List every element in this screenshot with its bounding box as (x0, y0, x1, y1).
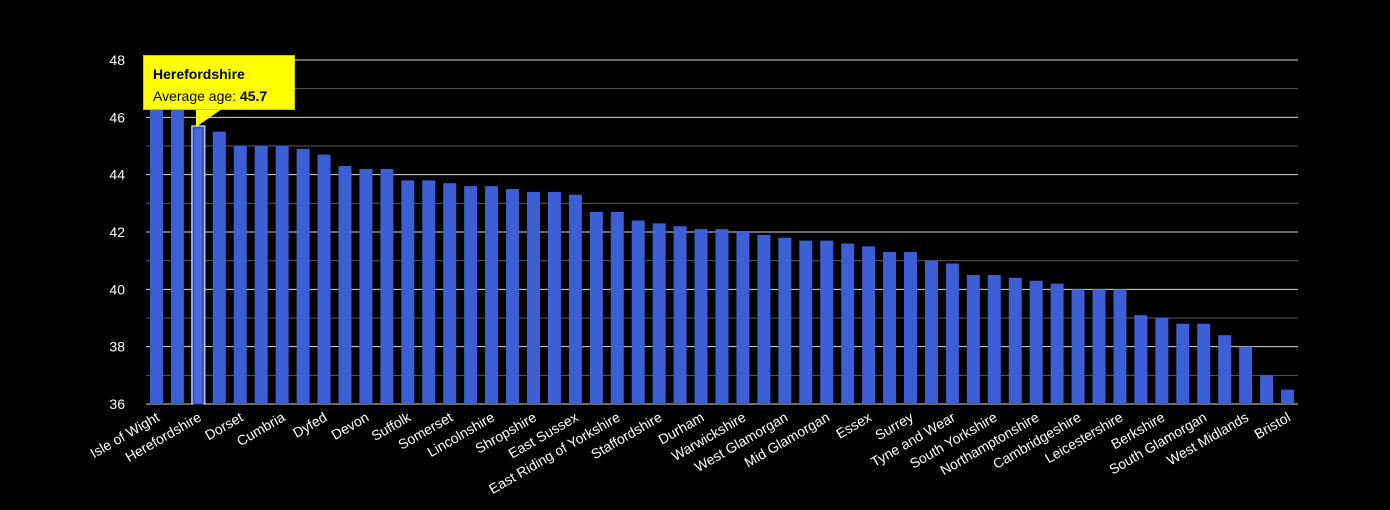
bar[interactable] (401, 180, 415, 404)
y-tick-label: 46 (109, 109, 125, 125)
bar[interactable] (1050, 283, 1064, 404)
bar[interactable] (1155, 318, 1169, 404)
bar[interactable] (254, 146, 268, 404)
y-tick-label: 36 (109, 396, 125, 412)
bar[interactable] (841, 243, 855, 404)
bar[interactable] (485, 186, 499, 404)
bar[interactable] (568, 194, 582, 404)
tooltip: Herefordshire Average age: 45.7 (143, 55, 295, 110)
bar[interactable] (275, 146, 289, 404)
bar[interactable] (862, 246, 876, 404)
bar[interactable] (1092, 289, 1106, 404)
bar[interactable] (652, 223, 666, 404)
bar[interactable] (694, 229, 708, 404)
bar[interactable] (1134, 315, 1148, 404)
y-tick-label: 48 (109, 52, 125, 68)
bar[interactable] (1239, 346, 1253, 404)
x-tick-label: Cumbria (234, 409, 288, 449)
bar[interactable] (966, 275, 980, 404)
bar[interactable] (526, 191, 540, 404)
bar[interactable] (547, 191, 561, 404)
x-tick-label: Bristol (1251, 409, 1293, 442)
bar[interactable] (380, 168, 394, 404)
bar[interactable] (359, 168, 373, 404)
bar[interactable] (778, 237, 792, 404)
bar[interactable] (1176, 323, 1190, 404)
bar[interactable] (170, 108, 184, 404)
y-tick-label: 40 (109, 281, 125, 297)
bar[interactable] (715, 229, 729, 404)
tooltip-title: Herefordshire (153, 66, 245, 82)
tooltip-label: Average age: (153, 88, 240, 104)
bar[interactable] (1281, 389, 1295, 404)
bar[interactable] (987, 275, 1001, 404)
x-tick-label: Dyfed (290, 409, 330, 441)
y-tick-label: 38 (109, 339, 125, 355)
bar[interactable] (673, 226, 687, 404)
bar[interactable] (443, 183, 457, 404)
bar[interactable] (736, 232, 750, 404)
bar[interactable] (149, 108, 163, 404)
bar[interactable] (1029, 280, 1043, 404)
bar[interactable] (945, 263, 959, 404)
bar[interactable] (924, 260, 938, 404)
y-tick-label: 44 (109, 167, 125, 183)
bars (149, 108, 1295, 405)
bar[interactable] (1113, 289, 1127, 404)
bar[interactable] (757, 234, 771, 404)
bar[interactable] (799, 240, 813, 404)
tooltip-pointer (196, 109, 222, 127)
bar[interactable] (820, 240, 834, 404)
bar[interactable] (212, 131, 226, 404)
bar[interactable] (904, 252, 918, 404)
bar[interactable] (506, 189, 520, 404)
x-tick-label: Essex (833, 409, 874, 442)
bar[interactable] (610, 211, 624, 404)
bar[interactable] (883, 252, 897, 404)
tooltip-value: 45.7 (239, 88, 268, 104)
y-axis-ticks: 36 38 40 42 44 46 48 (109, 52, 125, 412)
bar[interactable] (589, 211, 603, 404)
bar[interactable] (1218, 335, 1232, 404)
tooltip-body: Average age: 45.7 (153, 85, 285, 107)
y-tick-label: 42 (109, 224, 125, 240)
bar[interactable] (338, 166, 352, 404)
bar[interactable] (1008, 277, 1022, 404)
bar[interactable] (233, 146, 247, 404)
bar[interactable] (296, 148, 310, 404)
bar[interactable] (631, 220, 645, 404)
bar[interactable] (422, 180, 436, 404)
bar[interactable] (1260, 375, 1274, 404)
bar[interactable] (1197, 323, 1211, 404)
bar-highlight-inner (193, 127, 204, 405)
x-tick-label: Devon (328, 409, 371, 443)
bar[interactable] (317, 154, 331, 404)
bar[interactable] (1071, 289, 1085, 404)
bar[interactable] (464, 186, 478, 404)
